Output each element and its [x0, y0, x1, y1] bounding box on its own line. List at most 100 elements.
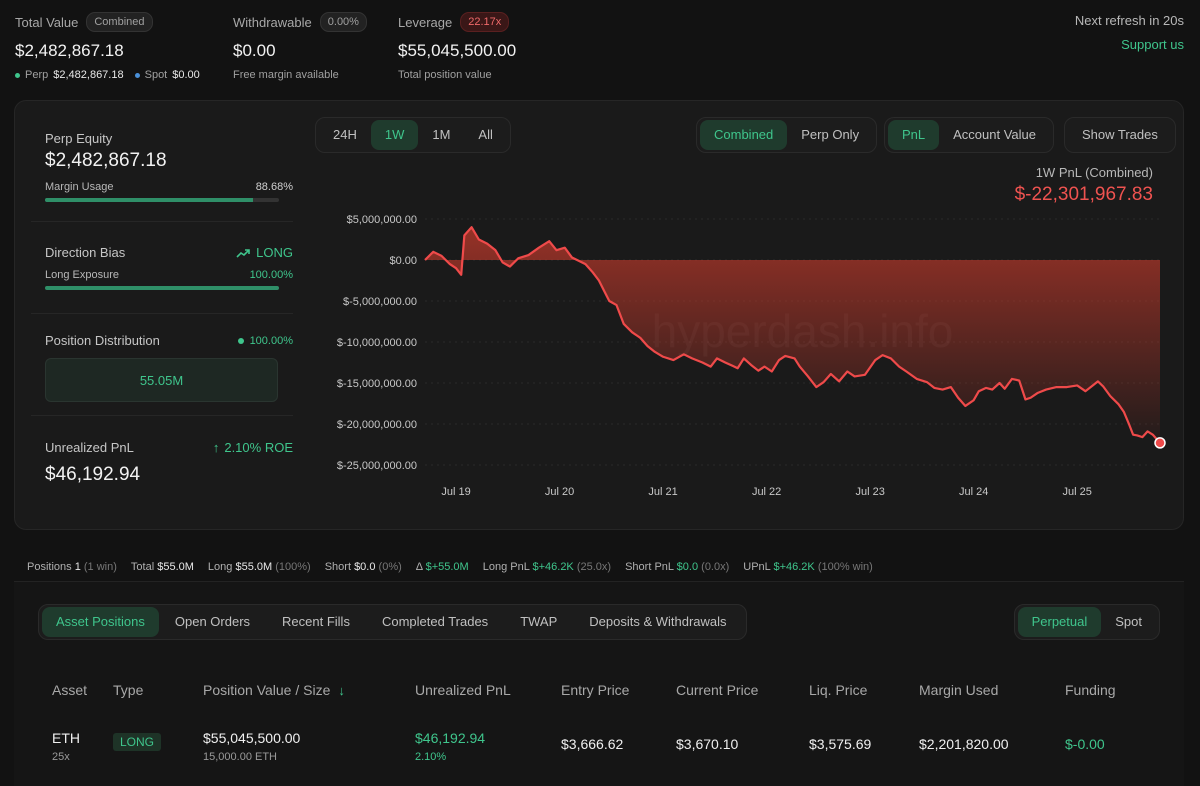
positions-value: 1: [74, 560, 81, 573]
position-distribution-indicator: 100.00%: [237, 334, 293, 347]
tab-twap[interactable]: TWAP: [520, 614, 558, 629]
total-value: $55.0M: [157, 560, 194, 573]
short-pnl-value: $0.0: [676, 560, 699, 573]
distribution-segment[interactable]: 55.05M: [45, 358, 278, 402]
tab-spot[interactable]: Spot: [1115, 614, 1142, 629]
tab-24h[interactable]: 24H: [333, 127, 357, 142]
col-type[interactable]: Type: [113, 682, 144, 698]
leverage-badge: 22.17x: [460, 12, 510, 32]
x-tick-label: Jul 19: [441, 486, 470, 498]
perp-equity-section: Perp Equity $2,482,867.18 Margin Usage 88…: [31, 131, 293, 202]
col-liq-price[interactable]: Liq. Price: [809, 682, 868, 698]
withdrawable-badge: 0.00%: [319, 12, 367, 32]
spot-value: $0.00: [172, 69, 200, 81]
tab-deposits-withdrawals[interactable]: Deposits & Withdrawals: [589, 614, 727, 629]
sort-down-icon: ↓: [338, 683, 345, 698]
tab-perpetual[interactable]: Perpetual: [1017, 607, 1102, 637]
total-value-stat: Total Value Combined $2,482,867.18 Perp $…: [15, 12, 206, 81]
tab-1w[interactable]: 1W: [370, 120, 419, 150]
direction-bias-label: Direction Bias: [45, 245, 126, 260]
withdrawable-label: Withdrawable: [233, 14, 312, 30]
col-asset[interactable]: Asset: [52, 682, 88, 698]
tab-account-value[interactable]: Account Value: [953, 127, 1037, 142]
short-value: $0.0: [354, 560, 376, 573]
position-distribution-value: 100.00%: [249, 334, 293, 347]
distribution-dot-icon: [237, 337, 244, 344]
arrow-up-icon: ↑: [212, 440, 220, 455]
positions-section: Asset Positions Open Orders Recent Fills…: [14, 582, 1184, 786]
long-pnl-label: Long PnL: [482, 560, 530, 573]
position-distribution-label: Position Distribution: [45, 333, 160, 348]
roe-value: 2.10% ROE: [224, 440, 293, 455]
tab-recent-fills[interactable]: Recent Fills: [282, 614, 350, 629]
show-trades-button[interactable]: Show Trades: [1082, 127, 1158, 142]
upnl-value: $+46.2K: [773, 560, 815, 573]
x-tick-label: Jul 22: [752, 486, 781, 498]
y-tick-label: $0.00: [389, 255, 417, 267]
tab-perp-only[interactable]: Perp Only: [801, 127, 860, 142]
pnl-chart: $5,000,000.00 $0.00 $-5,000,000.00 $-10,000…: [337, 214, 1166, 498]
metric-tabs: PnL Account Value: [884, 117, 1055, 153]
entry-price: $3,666.62: [561, 736, 624, 752]
spot-dot-icon: [134, 72, 140, 78]
tab-completed-trades[interactable]: Completed Trades: [381, 614, 489, 629]
table-row[interactable]: ETH 25x LONG $55,045,500.00 15,000.00 ETH …: [36, 710, 1145, 763]
short-label: Short: [324, 560, 351, 573]
time-range-tabs: 24H 1W 1M All: [315, 117, 511, 153]
delta-value: $+55.0M: [425, 560, 469, 573]
col-entry-price[interactable]: Entry Price: [561, 682, 630, 698]
positions-table: Asset Type Position Value / Size ↓ Unreal…: [36, 670, 1145, 763]
mode-tabs: Combined Perp Only: [696, 117, 878, 153]
col-funding[interactable]: Funding: [1065, 682, 1116, 698]
perp-label: Perp: [25, 69, 49, 81]
col-position-value[interactable]: Position Value / Size ↓: [203, 670, 415, 710]
long-exposure-bar: [45, 286, 279, 290]
withdrawable-stat: Withdrawable 0.00% $0.00 Free margin avai…: [233, 12, 367, 81]
unrealized-pnl-label: Unrealized PnL: [45, 440, 134, 455]
short-pnl-label: Short PnL: [625, 560, 674, 573]
tab-combined[interactable]: Combined: [700, 120, 788, 150]
tab-1m[interactable]: 1M: [432, 127, 451, 142]
combined-badge: Combined: [86, 12, 153, 32]
col-margin-used[interactable]: Margin Used: [919, 682, 999, 698]
pnl-panel: Perp Equity $2,482,867.18 Margin Usage 88…: [14, 100, 1184, 530]
y-tick-label: $5,000,000.00: [347, 214, 417, 226]
x-tick-label: Jul 24: [959, 486, 988, 498]
position-distribution-section: Position Distribution 100.00% 55.05M: [31, 333, 293, 402]
tab-pnl[interactable]: PnL: [888, 120, 940, 150]
long-note: (100%): [275, 560, 311, 573]
leverage-label: Leverage: [398, 14, 453, 30]
long-value: $55.0M: [235, 560, 273, 573]
long-pnl-note: (25.0x): [576, 560, 612, 573]
funding: $-0.00: [1065, 736, 1105, 752]
position-value: $55,045,500.00: [203, 730, 301, 746]
perp-dot-icon: [15, 72, 20, 78]
y-tick-label: $-10,000,000.00: [337, 337, 417, 349]
x-tick-label: Jul 25: [1063, 486, 1092, 498]
positions-tabs: Asset Positions Open Orders Recent Fills…: [38, 604, 747, 640]
perp-equity-value: $2,482,867.18: [45, 150, 167, 171]
tab-open-orders[interactable]: Open Orders: [174, 614, 251, 629]
x-tick-label: Jul 23: [855, 486, 884, 498]
table-header-row: Asset Type Position Value / Size ↓ Unreal…: [36, 670, 1145, 710]
withdrawable-sub: Free margin available: [233, 69, 339, 81]
asset-leverage: 25x: [52, 751, 70, 763]
trending-up-icon: [236, 248, 250, 258]
perp-value: $2,482,867.18: [53, 69, 124, 81]
margin-usage-label: Margin Usage: [45, 181, 114, 193]
support-link[interactable]: Support us: [1121, 37, 1184, 52]
upnl-label: UPnL: [743, 560, 771, 573]
total-value-label: Total Value: [15, 14, 79, 30]
direction-bias-value: LONG: [256, 245, 293, 260]
col-position-value-label: Position Value / Size: [203, 682, 331, 698]
perp-equity-label: Perp Equity: [45, 131, 113, 146]
roe-indicator: ↑ 2.10% ROE: [213, 440, 293, 455]
tab-all[interactable]: All: [478, 127, 493, 142]
col-unrealized-pnl[interactable]: Unrealized PnL: [415, 682, 511, 698]
tab-asset-positions[interactable]: Asset Positions: [42, 607, 159, 637]
col-current-price[interactable]: Current Price: [676, 682, 759, 698]
leverage-value: $55,045,500.00: [398, 41, 517, 60]
asset-name: ETH: [52, 730, 80, 746]
position-size: 15,000.00 ETH: [203, 751, 277, 763]
margin-usage-value: 88.68%: [255, 181, 293, 193]
